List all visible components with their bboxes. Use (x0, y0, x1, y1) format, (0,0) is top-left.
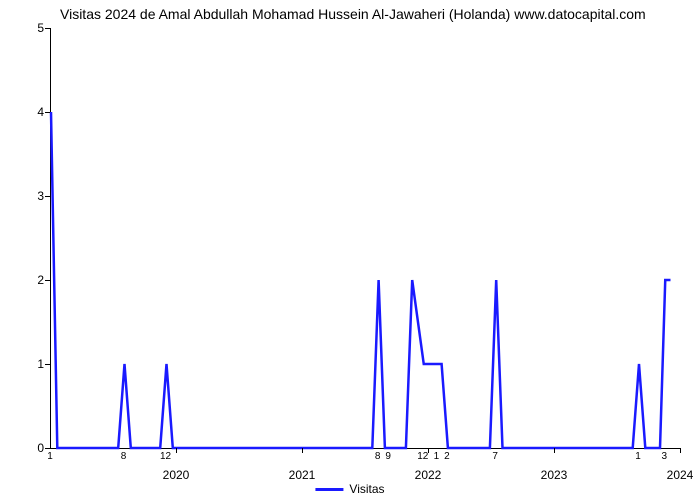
legend-swatch (315, 488, 343, 491)
x-data-label: 8 (121, 451, 127, 462)
legend: Visitas (315, 482, 384, 496)
x-year-tick (302, 448, 303, 453)
y-tick-mark (45, 196, 50, 197)
x-year-label: 2021 (289, 468, 316, 482)
plot-area (50, 28, 681, 449)
x-data-label: 2 (444, 451, 450, 462)
x-year-label: 2022 (415, 468, 442, 482)
x-year-label: 2023 (541, 468, 568, 482)
x-year-tick (176, 448, 177, 453)
y-tick-mark (45, 28, 50, 29)
x-year-tick (554, 448, 555, 453)
y-tick-label: 0 (14, 441, 44, 455)
x-year-tick (680, 448, 681, 453)
x-data-label: 1 (434, 451, 440, 462)
x-data-label: 9 (385, 451, 391, 462)
y-tick-label: 1 (14, 357, 44, 371)
y-tick-mark (45, 280, 50, 281)
x-data-label: 8 (375, 451, 381, 462)
y-tick-mark (45, 112, 50, 113)
x-data-label: 12 (417, 451, 428, 462)
legend-label: Visitas (349, 482, 384, 496)
x-data-label: 3 (661, 451, 667, 462)
x-year-label: 2020 (163, 468, 190, 482)
y-tick-mark (45, 364, 50, 365)
visits-line (51, 112, 671, 448)
x-year-label: 2024 (667, 468, 694, 482)
y-tick-label: 4 (14, 105, 44, 119)
y-tick-label: 5 (14, 21, 44, 35)
line-series (51, 28, 681, 448)
x-data-label: 1 (635, 451, 641, 462)
x-data-label: 1 (47, 451, 53, 462)
chart-container: { "chart": { "type": "line", "title": "V… (0, 0, 700, 500)
x-data-label: 7 (492, 451, 498, 462)
y-tick-label: 2 (14, 273, 44, 287)
y-tick-label: 3 (14, 189, 44, 203)
chart-title: Visitas 2024 de Amal Abdullah Mohamad Hu… (60, 6, 646, 22)
y-tick-mark (45, 448, 50, 449)
x-data-label: 12 (160, 451, 171, 462)
